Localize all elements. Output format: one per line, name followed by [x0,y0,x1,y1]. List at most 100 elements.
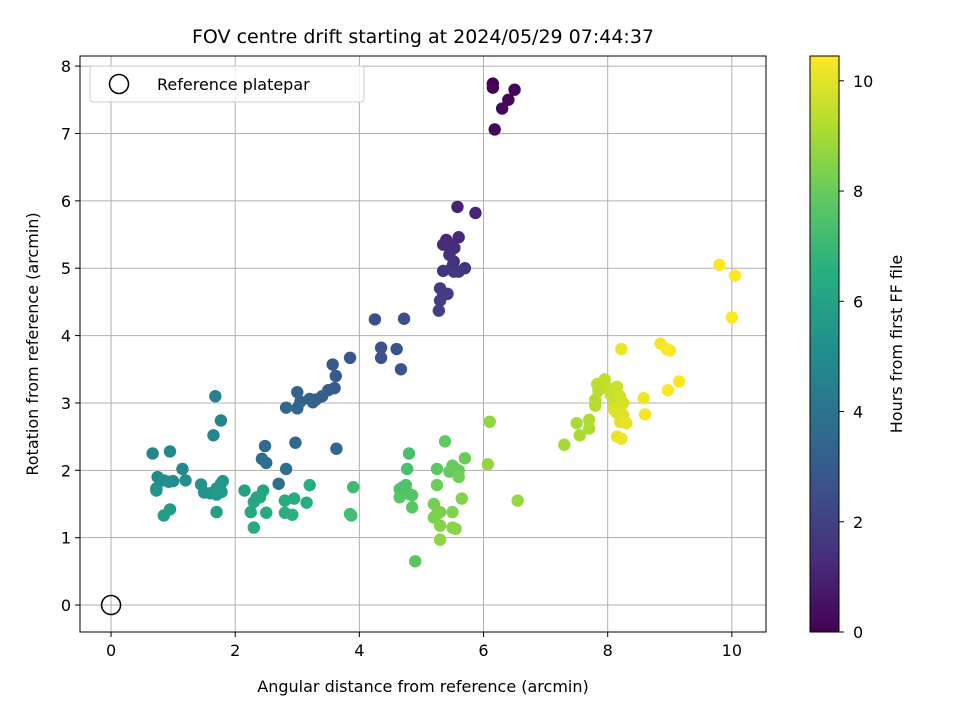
plot-background [80,56,766,632]
y-tick-label: 6 [61,192,71,211]
data-point [570,416,583,430]
data-point [345,509,358,522]
data-point [430,462,444,476]
data-point [390,342,403,356]
data-point [405,489,419,502]
x-tick-label: 10 [722,641,742,660]
data-point [488,123,501,136]
y-axis-label: Rotation from reference (arcmin) [23,212,42,475]
data-point [446,505,459,519]
data-point [166,474,180,488]
data-point [260,506,273,519]
grid [80,56,766,632]
y-tick-label: 3 [61,394,71,413]
data-point [286,508,299,521]
data-point [157,509,171,522]
data-point [486,81,500,94]
data-point [432,304,446,317]
data-point [452,231,465,244]
data-point [260,456,273,470]
colorbar-tick-label: 10 [853,72,873,91]
data-point [150,484,163,497]
y-tick-label: 0 [61,596,71,615]
data-point [287,492,301,505]
data-point [343,351,357,365]
legend-marker-icon [108,73,130,95]
x-tick-label: 8 [603,641,613,660]
y-tick-label: 2 [61,461,71,480]
data-point [725,311,739,324]
data-point [393,491,406,504]
data-point [433,294,447,307]
data-point [306,396,320,409]
data-point [279,462,293,476]
data-point [508,83,521,96]
data-point [615,342,628,356]
x-tick-label: 0 [106,641,116,660]
colorbar-tick-label: 2 [853,513,863,532]
data-point [402,447,416,460]
colorbar-tick-label: 8 [853,182,863,201]
data-point [374,351,388,365]
colorbar-tick-label: 6 [853,292,863,311]
data-point [247,495,261,509]
y-tick-label: 5 [61,259,71,278]
data-point [368,313,382,326]
data-point [289,436,302,449]
data-point [495,102,509,115]
data-point [215,485,228,499]
x-tick-label: 6 [478,641,488,660]
legend-frame [89,65,365,103]
data-point [272,477,285,490]
data-point [216,474,229,488]
data-point [430,478,444,492]
data-point [620,416,633,430]
y-axis-ticks: 0 1 2 3 4 5 6 7 8 [61,57,80,615]
legend-label: Reference platepar [157,75,310,94]
data-point [329,369,342,383]
data-point [451,200,464,214]
data-point [433,519,447,532]
data-point [326,358,339,371]
data-point [210,505,223,519]
x-axis-ticks: 0 2 4 6 8 10 [106,632,742,660]
data-point [394,363,408,376]
data-point [374,341,388,354]
data-point [397,312,411,325]
colorbar-gradient [809,55,840,633]
colorbar-ticks: 0 2 4 6 8 10 [839,72,873,642]
y-tick-label: 1 [61,529,71,548]
data-point [146,447,159,460]
x-axis-label: Angular distance from reference (arcmin) [257,677,588,696]
data-point [433,533,447,546]
data-point [400,462,414,476]
y-tick-label: 8 [61,57,71,76]
data-point [247,521,261,534]
data-point [582,422,596,435]
data-point [447,265,460,278]
plot-frame [79,55,767,633]
data-point [610,380,624,393]
data-point [511,494,524,507]
data-point [481,458,495,471]
plot-area [79,55,767,633]
data-point [483,415,496,429]
data-point [449,522,462,536]
data-point [637,392,650,405]
data-point [438,435,452,448]
colorbar-label: Hours from first FF file [887,255,906,434]
data-point [728,269,742,282]
data-point [330,442,343,455]
data-point [291,402,304,415]
data-point [582,413,596,426]
data-point [405,501,419,514]
x-tick-label: 4 [354,641,364,660]
data-point [558,438,571,451]
chart-title: FOV centre drift starting at 2024/05/29 … [192,26,654,48]
data-point [176,462,189,476]
y-tick-label: 7 [61,124,71,143]
data-point [638,408,652,421]
data-point [291,385,304,399]
data-point [713,258,726,272]
colorbar-tick-label: 0 [853,623,863,642]
